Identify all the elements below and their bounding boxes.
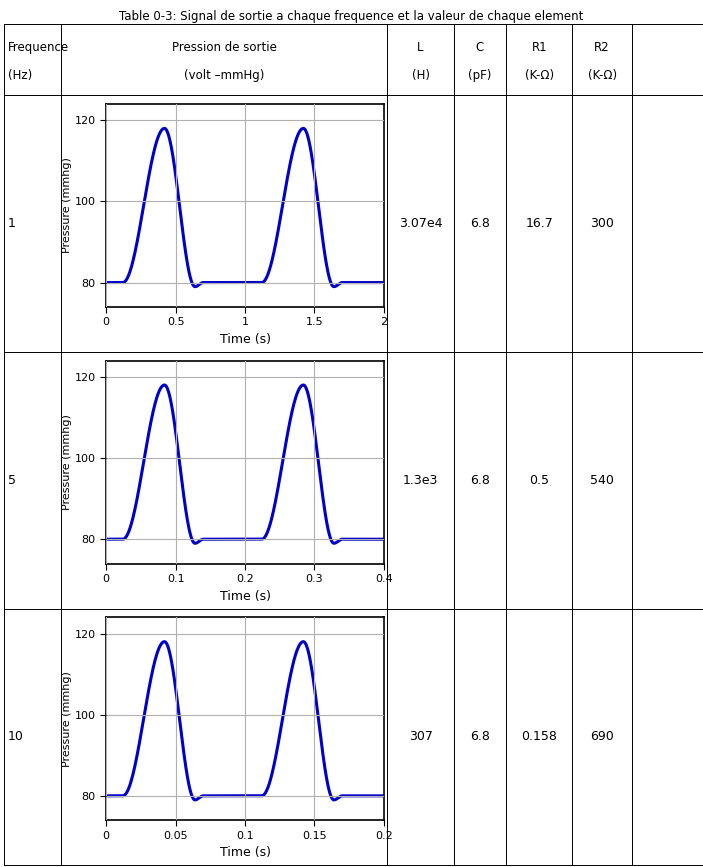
Text: (Hz): (Hz) [8, 69, 32, 82]
Text: (H): (H) [412, 69, 430, 82]
Text: L: L [418, 41, 424, 54]
Text: (volt –mmHg): (volt –mmHg) [184, 69, 264, 82]
Y-axis label: Pressure (mmhg): Pressure (mmhg) [62, 414, 72, 510]
Text: Table 0-3: Signal de sortie a chaque frequence et la valeur de chaque element: Table 0-3: Signal de sortie a chaque fre… [120, 10, 583, 23]
Text: 1: 1 [8, 218, 15, 230]
Text: 1.3e3: 1.3e3 [403, 474, 438, 486]
Text: Pression de sortie: Pression de sortie [172, 41, 276, 54]
Text: 300: 300 [591, 218, 614, 230]
Text: 10: 10 [8, 731, 24, 743]
Text: 0.158: 0.158 [522, 731, 557, 743]
Y-axis label: Pressure (mmhg): Pressure (mmhg) [62, 158, 72, 253]
Text: Frequence: Frequence [8, 41, 69, 54]
Text: 540: 540 [591, 474, 614, 486]
Text: 6.8: 6.8 [470, 731, 490, 743]
Text: (K-Ω): (K-Ω) [588, 69, 617, 82]
Text: 6.8: 6.8 [470, 218, 490, 230]
X-axis label: Time (s): Time (s) [219, 333, 271, 346]
Text: (pF): (pF) [468, 69, 491, 82]
Text: 16.7: 16.7 [525, 218, 553, 230]
Text: 307: 307 [408, 731, 432, 743]
Text: 0.5: 0.5 [529, 474, 549, 486]
Text: R1: R1 [531, 41, 547, 54]
X-axis label: Time (s): Time (s) [219, 846, 271, 859]
Text: (K-Ω): (K-Ω) [524, 69, 554, 82]
X-axis label: Time (s): Time (s) [219, 590, 271, 603]
Text: R2: R2 [594, 41, 610, 54]
Text: C: C [476, 41, 484, 54]
Y-axis label: Pressure (mmhg): Pressure (mmhg) [62, 671, 72, 766]
Text: 690: 690 [591, 731, 614, 743]
Text: 6.8: 6.8 [470, 474, 490, 486]
Text: 3.07e4: 3.07e4 [399, 218, 442, 230]
Text: 5: 5 [8, 474, 15, 486]
